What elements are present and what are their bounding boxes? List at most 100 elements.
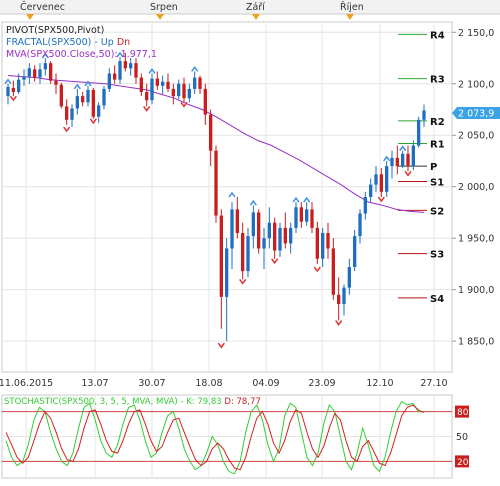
stochastic-level-badge — [455, 405, 469, 418]
mva-series-line — [7, 75, 425, 213]
fractal-up-arrow — [41, 52, 49, 59]
candle-up — [262, 238, 266, 249]
candle-down — [395, 157, 399, 167]
candle-up — [75, 96, 79, 109]
date-tick-label: 30.07 — [138, 378, 165, 389]
candle-down — [203, 88, 207, 115]
candle-up — [193, 77, 197, 89]
legend-fractal: FRACTAL(SPX500) - Up Dn — [6, 37, 130, 48]
fractal-down-arrow — [143, 106, 151, 112]
stochastic-k-line — [5, 400, 425, 475]
candle-up — [358, 213, 362, 237]
fractal-up-arrow — [292, 196, 300, 203]
last-price-value: 2 073,9 — [458, 109, 494, 120]
month-label: Září — [246, 2, 265, 13]
pivot-label-p: P — [430, 162, 437, 173]
candle-down — [219, 215, 223, 297]
pivot-label-r1: R1 — [430, 139, 445, 150]
candle-down — [91, 89, 95, 117]
candle-up — [411, 145, 415, 167]
pivot-label-s3: S3 — [430, 250, 444, 261]
candle-up — [22, 76, 26, 80]
date-tick-label: 13.07 — [81, 378, 108, 389]
candle-up — [422, 110, 426, 120]
pivot-label-s2: S2 — [430, 206, 444, 217]
price-tick-label: 2 150,0 — [458, 28, 494, 39]
candle-up — [342, 287, 346, 305]
navigator-bar — [0, 0, 500, 14]
candle-up — [369, 184, 373, 197]
candle-down — [326, 233, 330, 249]
date-tick-label: 11.06.2015 — [0, 378, 53, 389]
price-tick-label: 1 900,0 — [458, 285, 494, 296]
candle-up — [187, 88, 191, 99]
month-label: Srpen — [150, 2, 178, 13]
fractal-up-arrow — [84, 80, 92, 87]
month-marker — [26, 14, 34, 20]
candle-up — [43, 63, 47, 70]
fractal-up-arrow — [116, 51, 124, 58]
stochastic-legend: STOCHASTIC(SPX500, 3, 5, 5, MVA, MVA) - … — [4, 397, 261, 407]
candle-up — [401, 153, 405, 167]
fractal-arrows — [4, 51, 412, 349]
candle-down — [49, 63, 53, 81]
candle-up — [278, 227, 282, 251]
candle-down — [198, 77, 202, 89]
legend-pivot: PIVOT(SPX500,Pivot) — [6, 25, 104, 36]
pivot-label-r2: R2 — [430, 117, 445, 128]
candle-up — [294, 207, 298, 228]
last-price-tag: 2 073,9 — [452, 107, 500, 120]
candle-up — [321, 233, 325, 259]
legend-stochastic: STOCHASTIC(SPX500, 3, 5, 5, MVA, MVA) - … — [4, 397, 261, 407]
candle-up — [353, 236, 357, 267]
candle-down — [11, 87, 15, 92]
candle-up — [102, 88, 106, 106]
candle-up — [97, 105, 101, 117]
candle-down — [214, 150, 218, 216]
stochastic-level-label: 20 — [457, 458, 469, 468]
candle-down — [235, 209, 239, 234]
candle-down — [331, 248, 335, 295]
candle-up — [289, 227, 293, 244]
month-label: Červenec — [20, 1, 65, 13]
candle-down — [310, 209, 314, 228]
candle-up — [374, 174, 378, 185]
candle-down — [209, 114, 213, 151]
candle-down — [257, 212, 261, 249]
pivot-label-r4: R4 — [430, 30, 445, 41]
candle-up — [150, 78, 154, 101]
stochastic-level-badge — [455, 455, 469, 468]
candle-down — [283, 227, 287, 244]
fractal-up-arrow — [73, 83, 81, 90]
candle-down — [182, 83, 186, 99]
stochastic-panel: 80 50 20 — [2, 400, 469, 475]
legend-mva: MVA(SPX500.Close,50): 1.977,1 — [6, 49, 157, 60]
fractal-up-arrow — [148, 68, 156, 74]
price-tick-label: 2 000,0 — [458, 182, 494, 193]
candle-down — [406, 153, 410, 167]
month-label: Říjen — [340, 2, 364, 13]
candle-up — [246, 236, 250, 272]
fractal-down-arrow — [335, 320, 343, 326]
stochastic-level-label: 80 — [457, 408, 469, 418]
indicator-legend: PIVOT(SPX500,Pivot) FRACTAL(SPX500) - Up… — [6, 25, 157, 60]
candle-up — [390, 157, 394, 167]
candle-down — [33, 69, 37, 78]
fractal-down-arrow — [313, 266, 321, 273]
date-tick-label: 18.08 — [195, 378, 222, 389]
fractal-down-arrow — [9, 95, 17, 102]
candle-up — [177, 83, 181, 97]
fractal-up-arrow — [249, 199, 257, 206]
fractal-up-arrow — [4, 78, 12, 85]
pivot-label-s1: S1 — [430, 178, 444, 189]
date-tick-label: 04.09 — [252, 378, 279, 389]
candle-down — [315, 227, 319, 259]
candle-down — [59, 84, 63, 107]
candle-up — [267, 222, 271, 239]
candle-up — [38, 69, 42, 78]
time-navigator[interactable]: Červenec Srpen Září Říjen — [0, 0, 500, 20]
candle-down — [155, 78, 159, 86]
candle-up — [70, 108, 74, 120]
mva-line — [7, 75, 425, 213]
